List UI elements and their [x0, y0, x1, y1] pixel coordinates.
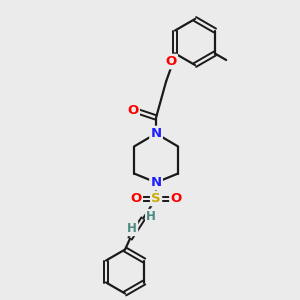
Text: O: O [130, 192, 142, 205]
Text: O: O [128, 104, 139, 117]
Text: O: O [170, 192, 182, 205]
Text: S: S [151, 192, 161, 205]
Text: H: H [146, 210, 156, 223]
Text: N: N [151, 176, 162, 189]
Text: O: O [166, 55, 177, 68]
Text: H: H [127, 222, 137, 235]
Text: N: N [151, 127, 162, 140]
